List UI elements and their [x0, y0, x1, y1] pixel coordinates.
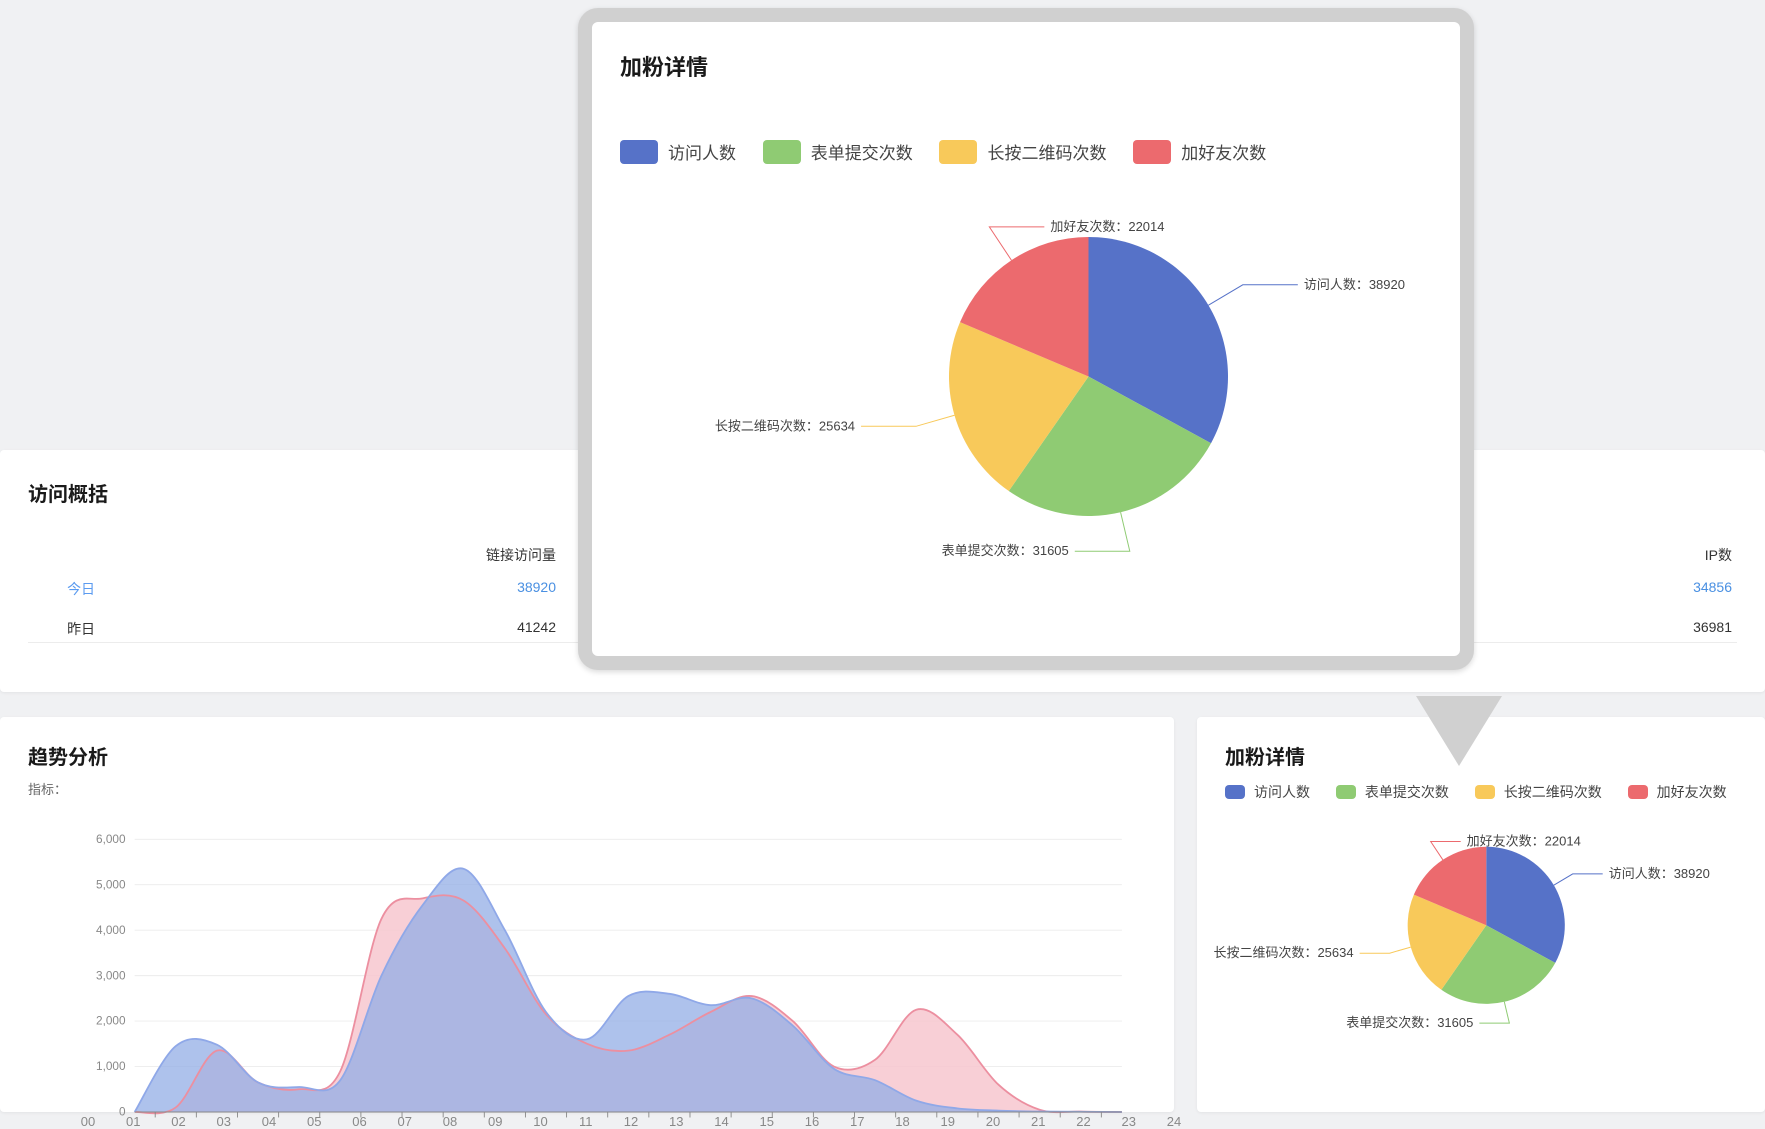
svg-text:加好友次数：22014: 加好友次数：22014 — [1467, 833, 1581, 848]
svg-text:1,000: 1,000 — [96, 1059, 126, 1073]
svg-text:加好友次数：22014: 加好友次数：22014 — [1050, 219, 1164, 234]
svg-text:访问人数：38920: 访问人数：38920 — [1304, 277, 1405, 292]
svg-text:6,000: 6,000 — [96, 832, 126, 846]
svg-text:3,000: 3,000 — [96, 968, 126, 982]
svg-text:5,000: 5,000 — [96, 877, 126, 891]
svg-text:长按二维码次数：25634: 长按二维码次数：25634 — [1213, 945, 1353, 960]
svg-text:表单提交次数：31605: 表单提交次数：31605 — [1346, 1015, 1473, 1030]
svg-text:表单提交次数：31605: 表单提交次数：31605 — [942, 543, 1069, 558]
svg-text:4,000: 4,000 — [96, 923, 126, 937]
svg-text:长按二维码次数：25634: 长按二维码次数：25634 — [715, 418, 855, 433]
svg-text:2,000: 2,000 — [96, 1014, 126, 1028]
svg-text:访问人数：38920: 访问人数：38920 — [1609, 866, 1710, 881]
